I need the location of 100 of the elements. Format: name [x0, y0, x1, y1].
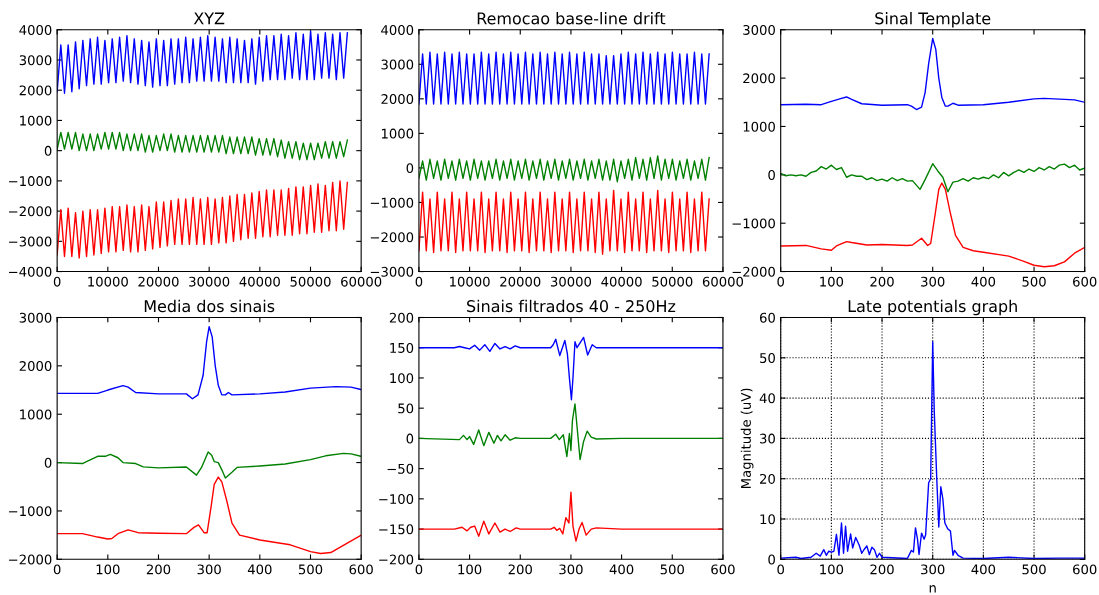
x-tick-label: 300: [559, 564, 583, 575]
x-tick-label: 600: [1073, 276, 1097, 287]
y-tick-label: 60: [759, 312, 775, 323]
y-tick-label: 4000: [19, 24, 52, 35]
y-axis-title: Magnitude (uV): [740, 388, 754, 488]
y-tick-label: 50: [398, 403, 414, 414]
chart-title: XYZ: [193, 12, 225, 25]
x-tick-label: 300: [921, 564, 945, 575]
x-tick-label: 300: [921, 276, 945, 287]
x-tick-label: 500: [1022, 276, 1046, 287]
y-tick-label: −50: [387, 463, 414, 474]
x-tick-label: 400: [971, 276, 996, 287]
y-tick-label: 2000: [381, 94, 414, 105]
x-tick-label: 600: [349, 564, 373, 575]
y-tick-label: −2000: [732, 266, 775, 277]
line-series: [418, 155, 710, 183]
y-tick-label: 50: [760, 353, 775, 363]
y-tick-label: 3000: [381, 59, 414, 70]
y-tick-label: 1000: [381, 128, 414, 139]
x-tick-label: 40000: [239, 276, 280, 287]
y-tick-label: −3000: [9, 236, 52, 247]
y-tick-label: −1000: [9, 176, 52, 187]
y-tick-label: 2000: [743, 73, 775, 84]
x-tick-label: 100: [820, 564, 844, 575]
y-tick-label: 0: [406, 163, 414, 174]
x-tick-label: 50000: [290, 276, 331, 287]
x-tick-label: 400: [609, 564, 634, 575]
x-tick-label: 10000: [88, 276, 128, 287]
y-tick-label: 150: [390, 342, 414, 353]
chart-title: Sinal Template: [875, 12, 991, 28]
x-tick-label: 100: [96, 564, 120, 575]
line-series: [418, 491, 723, 542]
line-series: [418, 403, 723, 461]
y-tick-label: 4000: [381, 24, 414, 35]
line-series: [418, 336, 723, 401]
x-tick-label: 0: [415, 276, 423, 287]
x-tick-label: 200: [870, 564, 894, 575]
y-tick-label: 10: [760, 514, 775, 525]
line-series: [780, 37, 1085, 111]
y-tick-label: 0: [44, 457, 52, 468]
line-series: [780, 163, 1085, 193]
x-tick-label: 30000: [189, 276, 230, 287]
x-tick-label: 0: [415, 564, 423, 575]
x-tick-label: 30000: [550, 276, 592, 287]
y-tick-label: 1000: [743, 121, 775, 132]
chart-title: Media dos sinais: [144, 299, 275, 313]
y-tick-label: 1000: [20, 409, 52, 420]
x-tick-label: 50000: [652, 276, 693, 287]
x-tick-label: 200: [870, 276, 894, 287]
x-tick-label: 500: [1022, 564, 1046, 575]
x-tick-label: 20000: [500, 276, 541, 287]
x-tick-label: 10000: [450, 276, 490, 287]
x-tick-label: 100: [458, 564, 482, 575]
x-tick-label: 100: [820, 276, 844, 287]
y-tick-label: 0: [768, 170, 775, 181]
x-tick-label: 600: [1073, 564, 1097, 575]
x-axis-title: n: [929, 585, 936, 593]
chart-title: Remocao base-line drift: [477, 12, 666, 25]
x-tick-label: 40000: [601, 276, 642, 287]
x-tick-label: 300: [197, 564, 221, 575]
x-tick-label: 600: [711, 564, 735, 575]
x-tick-label: 500: [298, 564, 323, 575]
x-tick-label: 60000: [702, 276, 744, 287]
y-tick-label: 1000: [20, 115, 52, 126]
line-series: [57, 325, 362, 400]
y-tick-label: 0: [44, 145, 52, 156]
x-tick-label: 20000: [138, 276, 179, 287]
line-series: [57, 30, 349, 94]
y-tick-label: 30: [760, 433, 775, 444]
x-tick-label: 0: [777, 276, 785, 287]
y-tick-label: 20: [760, 473, 775, 484]
line-series: [57, 451, 362, 479]
y-tick-label: −150: [379, 524, 414, 535]
y-tick-label: 0: [406, 433, 414, 444]
x-tick-label: 500: [660, 564, 684, 575]
y-tick-label: −200: [379, 554, 414, 565]
y-tick-label: −1000: [370, 197, 414, 208]
x-tick-label: 0: [53, 564, 61, 575]
y-tick-label: −2000: [9, 554, 52, 565]
y-tick-label: 40: [759, 393, 775, 404]
line-series: [780, 182, 1085, 268]
x-tick-label: 200: [508, 564, 532, 575]
y-tick-label: 200: [389, 312, 414, 323]
y-tick-label: 2000: [19, 361, 52, 372]
x-tick-label: 60000: [341, 276, 382, 287]
x-tick-label: 400: [971, 564, 996, 575]
y-tick-label: 100: [390, 373, 414, 384]
y-tick-label: −2000: [9, 206, 52, 217]
x-tick-label: 200: [146, 564, 171, 575]
line-series: [57, 131, 349, 161]
y-tick-label: 3000: [19, 312, 52, 323]
x-tick-label: 0: [53, 276, 61, 287]
chart-title: Sinais filtrados 40 - 250Hz: [467, 299, 676, 313]
y-tick-label: −2000: [370, 232, 414, 243]
y-tick-label: 0: [768, 554, 775, 565]
y-tick-label: 2000: [19, 85, 52, 96]
y-tick-label: −3000: [370, 266, 414, 277]
y-tick-label: −1000: [9, 506, 52, 517]
y-tick-label: 3000: [19, 55, 52, 66]
x-tick-label: 400: [247, 564, 272, 575]
